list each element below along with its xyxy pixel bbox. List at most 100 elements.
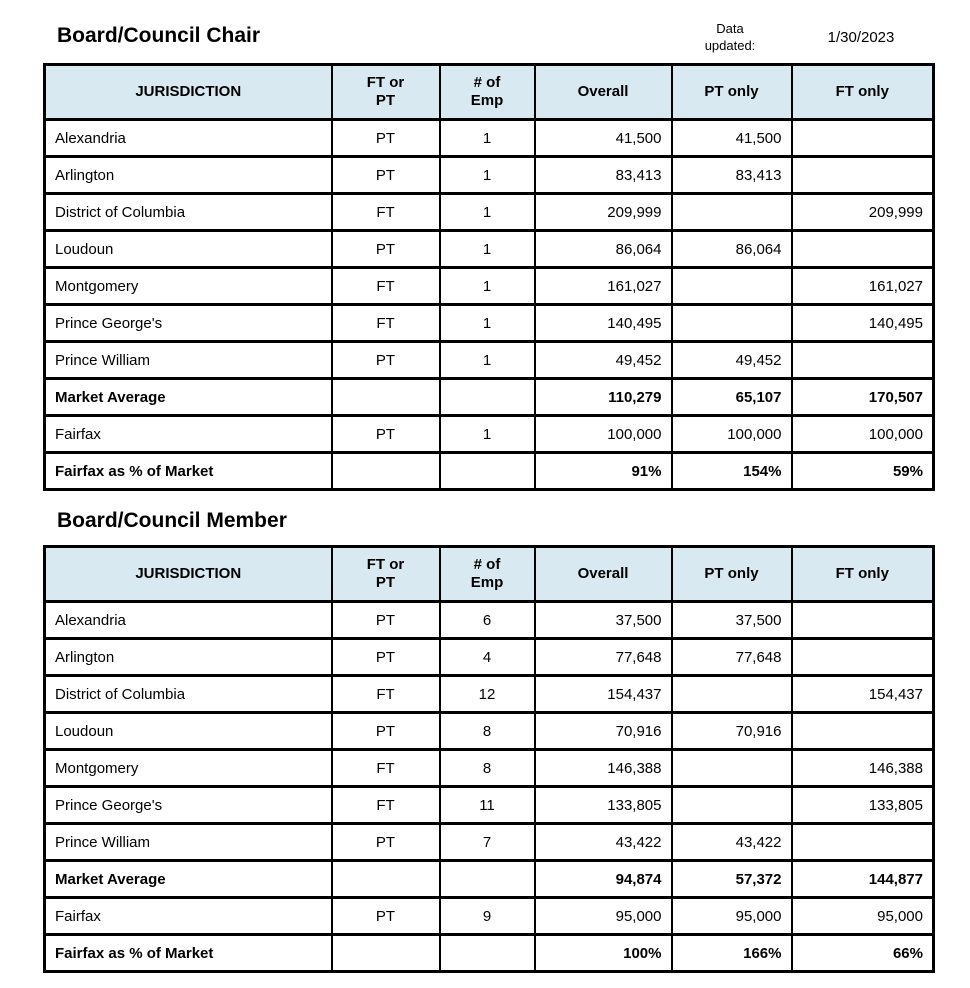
cell-ft_only: 100,000	[790, 414, 935, 454]
cell-overall: 70,916	[533, 711, 673, 751]
cell-num_emp: 1	[438, 192, 536, 232]
cell-pt_only: 37,500	[670, 600, 793, 640]
cell-pt_only	[670, 785, 793, 825]
cell-pt_only: 95,000	[670, 896, 793, 936]
cell-overall: 100%	[533, 933, 673, 973]
cell-pt_only	[670, 748, 793, 788]
cell-overall: 154,437	[533, 674, 673, 714]
cell-pt_only: 65,107	[670, 377, 793, 417]
cell-num_emp	[438, 377, 536, 417]
cell-overall: 91%	[533, 451, 673, 491]
cell-pt_only: 41,500	[670, 118, 793, 158]
cell-overall: 100,000	[533, 414, 673, 454]
cell-pt_only	[670, 266, 793, 306]
cell-jurisdiction: Prince George's	[43, 303, 333, 343]
cell-ft_only	[790, 600, 935, 640]
cell-ft_pt: FT	[330, 748, 441, 788]
cell-ft_pt: FT	[330, 266, 441, 306]
table-row: District of Columbia FT 12 154,437 154,437	[43, 674, 935, 714]
cell-overall: 133,805	[533, 785, 673, 825]
column-header-pt_only: PT only	[670, 63, 793, 121]
cell-overall: 146,388	[533, 748, 673, 788]
cell-overall: 41,500	[533, 118, 673, 158]
cell-num_emp: 1	[438, 266, 536, 306]
cell-jurisdiction: Alexandria	[43, 118, 333, 158]
cell-pt_only: 86,064	[670, 229, 793, 269]
cell-jurisdiction: District of Columbia	[43, 674, 333, 714]
column-header-jurisdiction: JURISDICTION	[43, 63, 333, 121]
table-row: Fairfax as % of Market 100% 166% 66%	[43, 933, 935, 973]
table-row: Alexandria PT 6 37,500 37,500	[43, 600, 935, 640]
cell-overall: 95,000	[533, 896, 673, 936]
cell-overall: 43,422	[533, 822, 673, 862]
cell-num_emp: 11	[438, 785, 536, 825]
cell-pt_only	[670, 674, 793, 714]
cell-pt_only: 83,413	[670, 155, 793, 195]
cell-jurisdiction: Loudoun	[43, 711, 333, 751]
cell-jurisdiction: Fairfax as % of Market	[43, 933, 333, 973]
member-section-title: Board/Council Member	[57, 509, 287, 532]
cell-pt_only: 77,648	[670, 637, 793, 677]
cell-jurisdiction: Prince William	[43, 822, 333, 862]
table-row: Market Average 110,279 65,107 170,507	[43, 377, 935, 417]
cell-jurisdiction: Market Average	[43, 377, 333, 417]
cell-jurisdiction: Arlington	[43, 637, 333, 677]
cell-pt_only: 154%	[670, 451, 793, 491]
cell-ft_only: 154,437	[790, 674, 935, 714]
cell-overall: 37,500	[533, 600, 673, 640]
cell-ft_only: 144,877	[790, 859, 935, 899]
cell-pt_only: 70,916	[670, 711, 793, 751]
cell-ft_pt: FT	[330, 674, 441, 714]
cell-overall: 83,413	[533, 155, 673, 195]
cell-pt_only	[670, 303, 793, 343]
cell-ft_only	[790, 340, 935, 380]
table-row: Alexandria PT 1 41,500 41,500	[43, 118, 935, 158]
table-row: District of Columbia FT 1 209,999 209,999	[43, 192, 935, 232]
table-row: Market Average 94,874 57,372 144,877	[43, 859, 935, 899]
cell-ft_only: 133,805	[790, 785, 935, 825]
cell-pt_only: 43,422	[670, 822, 793, 862]
cell-ft_only	[790, 118, 935, 158]
table-row: Loudoun PT 8 70,916 70,916	[43, 711, 935, 751]
cell-num_emp	[438, 451, 536, 491]
table-row: Fairfax PT 9 95,000 95,000 95,000	[43, 896, 935, 936]
cell-num_emp: 12	[438, 674, 536, 714]
cell-jurisdiction: District of Columbia	[43, 192, 333, 232]
cell-ft_only: 170,507	[790, 377, 935, 417]
cell-ft_pt: PT	[330, 340, 441, 380]
cell-jurisdiction: Montgomery	[43, 266, 333, 306]
cell-ft_pt: PT	[330, 822, 441, 862]
cell-num_emp: 1	[438, 340, 536, 380]
chair-section-title: Board/Council Chair	[57, 24, 261, 47]
cell-overall: 86,064	[533, 229, 673, 269]
header-row: JURISDICTION FT or PT # of Emp Overall PT on…	[43, 63, 935, 121]
column-header-jurisdiction: JURISDICTION	[43, 545, 333, 603]
table-row: Montgomery FT 1 161,027 161,027	[43, 266, 935, 306]
table-row: Fairfax PT 1 100,000 100,000 100,000	[43, 414, 935, 454]
cell-ft_pt: PT	[330, 229, 441, 269]
cell-jurisdiction: Alexandria	[43, 600, 333, 640]
cell-jurisdiction: Fairfax	[43, 896, 333, 936]
table-row: Loudoun PT 1 86,064 86,064	[43, 229, 935, 269]
cell-ft_pt: PT	[330, 118, 441, 158]
column-header-overall: Overall	[533, 63, 673, 121]
cell-ft_pt	[330, 451, 441, 491]
cell-jurisdiction: Market Average	[43, 859, 333, 899]
cell-overall: 161,027	[533, 266, 673, 306]
cell-ft_only: 161,027	[790, 266, 935, 306]
cell-overall: 94,874	[533, 859, 673, 899]
data-updated-label: Data updated:	[704, 21, 756, 53]
cell-ft_pt: PT	[330, 711, 441, 751]
cell-overall: 140,495	[533, 303, 673, 343]
cell-num_emp: 6	[438, 600, 536, 640]
cell-num_emp: 1	[438, 303, 536, 343]
cell-pt_only: 57,372	[670, 859, 793, 899]
data-updated-date: 1/30/2023	[827, 29, 895, 46]
cell-num_emp: 1	[438, 229, 536, 269]
column-header-overall: Overall	[533, 545, 673, 603]
cell-ft_only: 146,388	[790, 748, 935, 788]
cell-num_emp: 8	[438, 711, 536, 751]
cell-ft_pt	[330, 859, 441, 899]
cell-ft_pt: PT	[330, 896, 441, 936]
table-row: Arlington PT 1 83,413 83,413	[43, 155, 935, 195]
